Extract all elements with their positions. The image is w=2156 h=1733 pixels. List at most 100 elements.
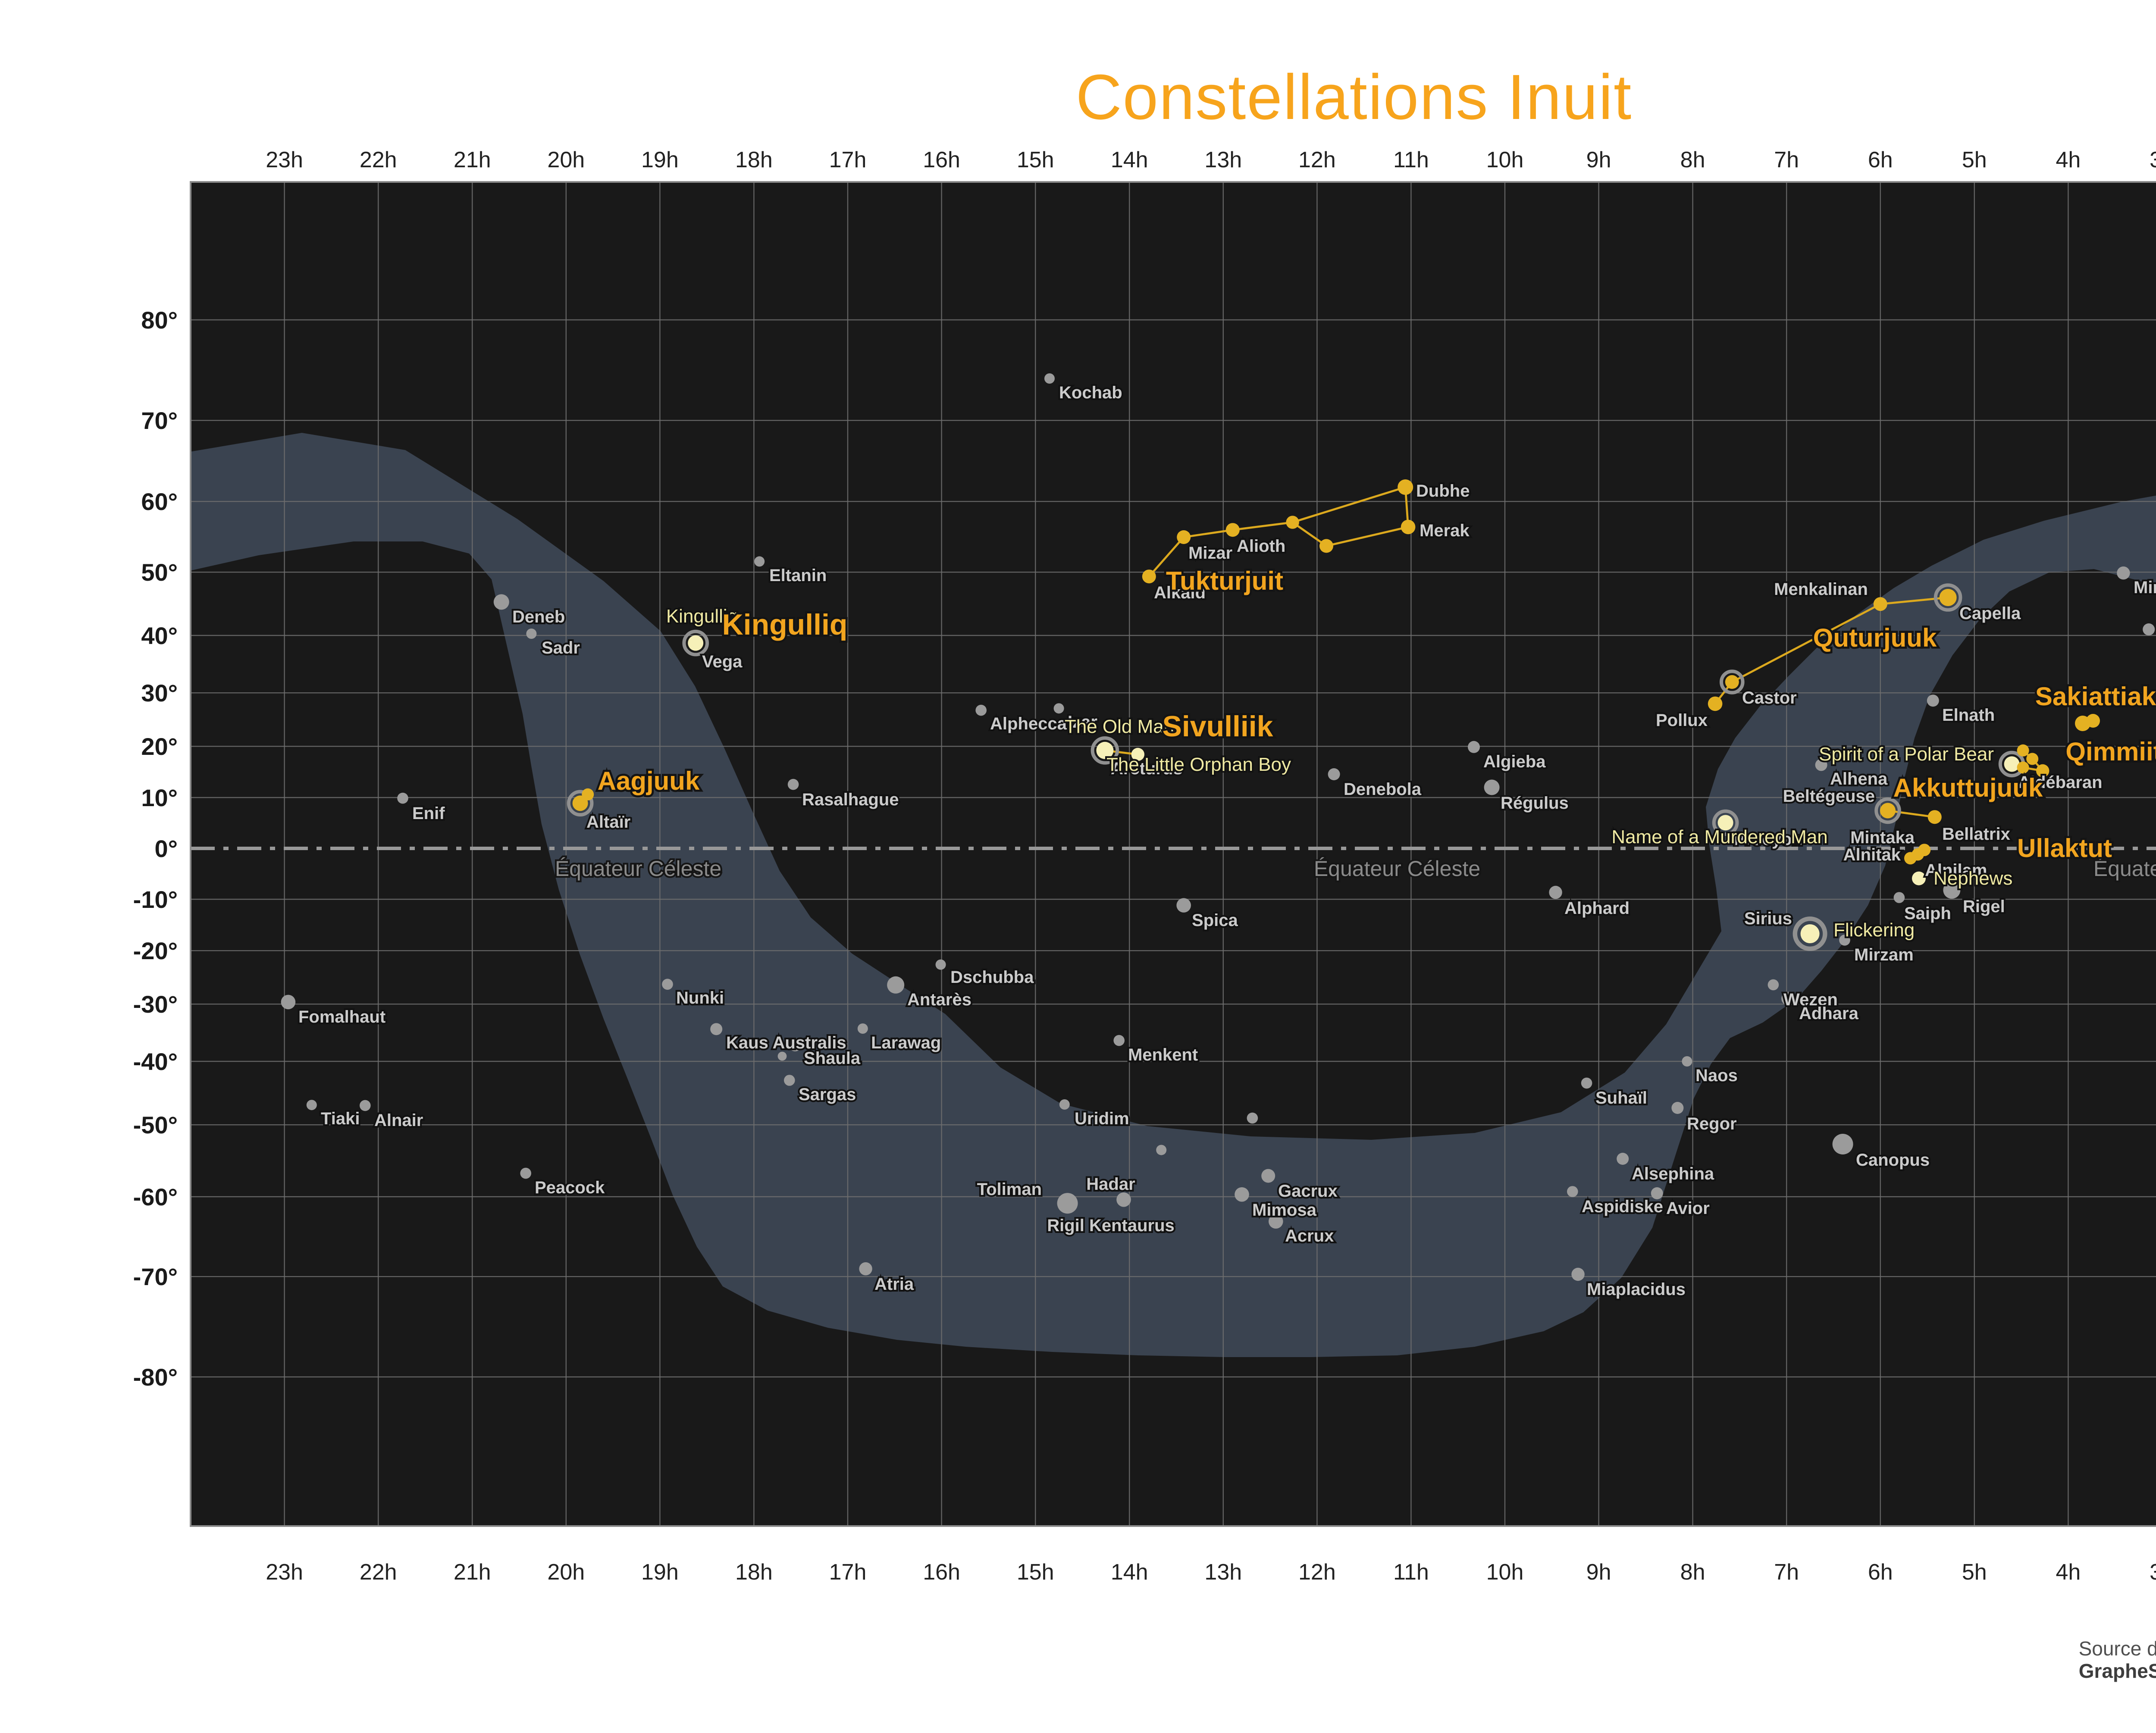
- star-ring: [682, 629, 709, 657]
- star-Mirzam: [1839, 935, 1850, 946]
- star-Algol: [2143, 623, 2155, 635]
- star-Mirfak: [2117, 566, 2130, 580]
- celestial-equator-label-2: Équateur Céleste: [2093, 857, 2156, 881]
- inuit-star-label-Name of a Murdered Man: Name of a Murdered Man: [1611, 826, 1827, 848]
- axis-left--60°: -60°: [133, 1183, 178, 1211]
- star-Kochab: [1044, 373, 1055, 384]
- constellation-line-Tukturjuit-3: [1292, 486, 1406, 523]
- axis-bottom-19h: 19h: [641, 1560, 679, 1585]
- star-Altaïr: [572, 795, 588, 811]
- inuit-star-label-Spirit of a Polar Bear: Spirit of a Polar Bear: [1819, 744, 1994, 765]
- credits: Librairie : StarPlot Source de données :…: [2079, 1617, 2156, 1685]
- star-Bellatrix: [1927, 810, 1942, 824]
- axis-top-21h: 21h: [454, 147, 491, 172]
- star-Avior: [1651, 1187, 1663, 1199]
- star-Rigel: [1943, 881, 1961, 899]
- star-label-Izar: Izar: [1068, 713, 1097, 732]
- star-Menkent: [1113, 1035, 1125, 1046]
- star-Fomalhaut: [281, 995, 296, 1010]
- star-label-Dschubba: Dschubba: [950, 968, 1034, 987]
- star-Larawag: [857, 1023, 868, 1034]
- star-Beltégeuse: [1880, 803, 1896, 819]
- star-label-Alkaid: Alkaid: [1154, 583, 1206, 602]
- star-label-Aspidiske: Aspidiske: [1582, 1197, 1663, 1216]
- star-unnamed: [1286, 516, 1299, 529]
- star-label-Alnitak: Alnitak: [1843, 845, 1901, 864]
- star-Menkalinan: [1873, 597, 1887, 611]
- star-label-Mirfak: Mirfak: [2134, 578, 2156, 597]
- star-label-Hadar: Hadar: [1086, 1175, 1135, 1194]
- axis-top-6h: 6h: [1868, 147, 1893, 172]
- constellation-label-Ullaktut: Ullaktut: [2017, 834, 2112, 863]
- star-Nunki: [662, 979, 673, 990]
- axis-top-13h: 13h: [1204, 147, 1242, 172]
- constellation-label-Kingulliq: Kingulliq: [722, 608, 848, 641]
- star-label-Alphecca: Alphecca: [990, 714, 1067, 733]
- star-label-Gacrux: Gacrux: [1278, 1182, 1338, 1201]
- star-label-Alnilam: Alnilam: [1925, 861, 1987, 880]
- credits-line-source: Source de données : Stellarium SkyCultur…: [2078, 1640, 2156, 1661]
- star-label-Alhena: Alhena: [1830, 770, 1888, 788]
- star-Muphrid: [1131, 748, 1144, 761]
- star-Spica: [1176, 898, 1191, 913]
- star-Saiph: [1893, 892, 1905, 903]
- axis-top-5h: 5h: [1962, 147, 1987, 172]
- axis-left-50°: 50°: [141, 559, 178, 586]
- star-label-Dubhe: Dubhe: [1416, 482, 1470, 501]
- celestial-equator-label-1: Équateur Céleste: [1314, 857, 1480, 881]
- star-Alkaid: [1142, 569, 1156, 584]
- constellation-label-Akkuttujuuk: Akkuttujuuk: [1893, 773, 2043, 802]
- constellation-line-Tukturjuit-0: [1148, 536, 1185, 577]
- star-Gacrux: [1261, 1169, 1275, 1183]
- star-label-Sirius: Sirius: [1744, 909, 1792, 928]
- axis-bottom-16h: 16h: [923, 1560, 960, 1585]
- star-Alioth: [1225, 523, 1240, 537]
- star-label-Rigil Kentaurus: Rigil Kentaurus: [1047, 1216, 1175, 1235]
- axis-left-70°: 70°: [141, 407, 178, 434]
- axis-top-7h: 7h: [1774, 147, 1799, 172]
- star-unnamed: [2036, 764, 2049, 778]
- star-unnamed: [1247, 1112, 1258, 1124]
- star-Alnitak: [1904, 852, 1917, 865]
- star-label-Enif: Enif: [412, 804, 445, 823]
- star-label-Miaplacidus: Miaplacidus: [1587, 1280, 1686, 1299]
- celestial-equator-label-0: Équateur Céleste: [555, 857, 721, 881]
- star-ring: [1792, 916, 1827, 951]
- star-label-Naos: Naos: [1695, 1066, 1738, 1085]
- star-Mizar: [1177, 530, 1191, 544]
- axis-top-18h: 18h: [735, 147, 773, 172]
- star-Naos: [1682, 1056, 1692, 1067]
- axis-top-8h: 8h: [1680, 147, 1705, 172]
- axis-left-30°: 30°: [141, 679, 178, 707]
- axis-bottom-15h: 15h: [1017, 1560, 1054, 1585]
- star-Acrux: [1269, 1214, 1283, 1229]
- star-label-Capella: Capella: [1959, 604, 2021, 623]
- star-unnamed: [1319, 539, 1333, 553]
- star-label-Larawag: Larawag: [871, 1033, 941, 1052]
- star-Alsephina: [1617, 1153, 1629, 1165]
- star-Sirius: [1800, 924, 1820, 943]
- star-Alhena: [1815, 759, 1827, 771]
- star-Eltanin: [754, 556, 765, 567]
- star-label-Saiph: Saiph: [1904, 904, 1951, 923]
- star-label-Peacock: Peacock: [535, 1178, 605, 1197]
- credits-line-version: GrapheStellar version 0.3 - Gaëtan INIMO…: [2078, 1662, 2156, 1683]
- star-label-Rasalhague: Rasalhague: [802, 790, 899, 809]
- axis-left-0°: 0°: [154, 835, 178, 862]
- constellation-line-Tukturjuit-1: [1183, 529, 1233, 538]
- star-Adhara: [1781, 992, 1796, 1006]
- star-Enif: [397, 792, 408, 804]
- axis-left--30°: -30°: [133, 991, 178, 1018]
- star-label-Denebola: Denebola: [1344, 780, 1422, 799]
- star-label-Altaïr: Altaïr: [586, 813, 630, 832]
- inuit-star-label-The Little Orphan Boy: The Little Orphan Boy: [1106, 754, 1291, 775]
- star-ring: [1091, 736, 1119, 765]
- axis-left--50°: -50°: [133, 1111, 178, 1139]
- star-label-Alsephina: Alsephina: [1632, 1164, 1714, 1183]
- star-Uridim: [1059, 1099, 1070, 1110]
- axis-top-11h: 11h: [1393, 147, 1429, 172]
- star-label-Nunki: Nunki: [676, 988, 724, 1007]
- star-label-Adhara: Adhara: [1799, 1004, 1859, 1023]
- star-Dubhe: [1398, 479, 1413, 495]
- star-Suhaïl: [1581, 1077, 1592, 1089]
